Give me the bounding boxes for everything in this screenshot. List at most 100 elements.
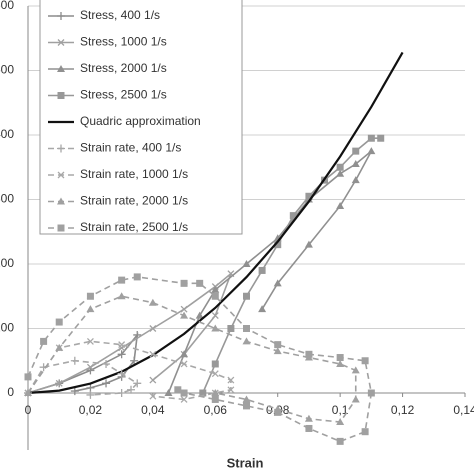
marker bbox=[180, 305, 188, 313]
marker bbox=[149, 376, 157, 384]
marker bbox=[86, 292, 94, 300]
marker bbox=[24, 389, 32, 396]
marker bbox=[305, 192, 313, 200]
legend-label: Quadric approximation bbox=[80, 114, 201, 128]
marker bbox=[130, 356, 139, 365]
marker bbox=[273, 347, 282, 355]
marker bbox=[227, 386, 235, 394]
marker bbox=[117, 292, 126, 300]
y-tick-label: 300 bbox=[0, 192, 14, 206]
marker bbox=[242, 337, 251, 345]
legend-label: Stress, 2000 1/s bbox=[80, 61, 167, 75]
x-tick-label: 0,12 bbox=[391, 403, 415, 417]
marker bbox=[40, 337, 48, 345]
y-tick-label: 400 bbox=[0, 127, 14, 141]
marker bbox=[127, 385, 136, 394]
marker bbox=[336, 359, 345, 367]
marker bbox=[211, 312, 219, 320]
marker bbox=[274, 408, 282, 416]
marker bbox=[305, 350, 313, 358]
marker bbox=[57, 144, 65, 153]
marker bbox=[199, 389, 207, 397]
marker bbox=[336, 354, 344, 362]
marker bbox=[336, 418, 345, 426]
marker bbox=[133, 379, 142, 388]
marker bbox=[227, 325, 235, 332]
marker bbox=[336, 201, 345, 209]
marker bbox=[86, 383, 95, 392]
marker bbox=[211, 370, 219, 378]
marker bbox=[118, 276, 126, 284]
marker bbox=[274, 241, 282, 249]
marker bbox=[336, 163, 344, 171]
marker bbox=[180, 311, 189, 319]
x-tick-label: 0,1 bbox=[332, 403, 349, 417]
marker bbox=[211, 395, 219, 403]
marker bbox=[57, 39, 65, 46]
marker bbox=[149, 392, 157, 400]
marker bbox=[57, 12, 65, 20]
marker bbox=[70, 387, 79, 396]
legend-label: Stress, 1000 1/s bbox=[80, 35, 167, 49]
marker bbox=[148, 298, 157, 306]
legend-label: Stress, 2500 1/s bbox=[80, 88, 167, 102]
marker bbox=[351, 160, 360, 168]
marker bbox=[149, 325, 157, 332]
marker bbox=[289, 212, 297, 220]
legend-label: Strain rate, 400 1/s bbox=[80, 141, 181, 155]
marker bbox=[86, 390, 95, 399]
marker bbox=[180, 279, 188, 287]
marker bbox=[57, 171, 65, 179]
marker bbox=[86, 305, 95, 313]
series-line bbox=[27, 332, 139, 394]
marker bbox=[102, 359, 111, 368]
marker bbox=[211, 285, 220, 293]
x-tick-label: 0,04 bbox=[141, 403, 165, 417]
y-tick-label: 0 bbox=[7, 385, 14, 399]
marker bbox=[274, 341, 282, 349]
marker bbox=[57, 92, 65, 99]
marker bbox=[304, 414, 313, 422]
marker bbox=[258, 305, 267, 313]
y-tick-label: 500 bbox=[0, 63, 14, 77]
marker bbox=[351, 395, 360, 403]
legend-label: Strain rate, 2000 1/s bbox=[80, 194, 188, 208]
x-tick-label: 0,06 bbox=[204, 403, 228, 417]
marker bbox=[55, 343, 64, 351]
legend-label: Stress, 400 1/s bbox=[80, 8, 160, 22]
marker bbox=[117, 389, 126, 397]
marker bbox=[118, 341, 126, 349]
marker bbox=[24, 373, 32, 381]
marker bbox=[367, 389, 375, 397]
marker bbox=[336, 437, 344, 445]
series-line bbox=[27, 51, 404, 395]
marker bbox=[57, 65, 65, 72]
marker bbox=[180, 389, 188, 397]
x-tick-label: 0 bbox=[25, 403, 32, 417]
marker bbox=[117, 369, 126, 378]
series-line bbox=[27, 340, 232, 401]
series-line bbox=[27, 271, 233, 394]
legend-label: Strain rate, 2500 1/s bbox=[80, 220, 188, 234]
marker bbox=[57, 197, 65, 205]
marker bbox=[367, 147, 376, 155]
series-line bbox=[27, 295, 357, 423]
marker bbox=[149, 350, 157, 358]
marker bbox=[180, 360, 188, 368]
marker bbox=[351, 366, 360, 374]
marker bbox=[195, 311, 204, 319]
marker bbox=[180, 395, 188, 403]
marker bbox=[174, 386, 182, 394]
marker bbox=[57, 224, 65, 232]
marker bbox=[367, 134, 375, 142]
x-tick-label: 0,14 bbox=[453, 403, 474, 417]
marker bbox=[242, 260, 251, 267]
marker bbox=[211, 292, 219, 300]
marker bbox=[304, 240, 313, 248]
x-tick-label: 0,02 bbox=[79, 403, 103, 417]
y-tick-label: 600 bbox=[0, 0, 14, 12]
marker bbox=[243, 402, 250, 410]
legend-label: Strain rate, 1000 1/s bbox=[80, 167, 188, 181]
marker bbox=[86, 337, 94, 345]
